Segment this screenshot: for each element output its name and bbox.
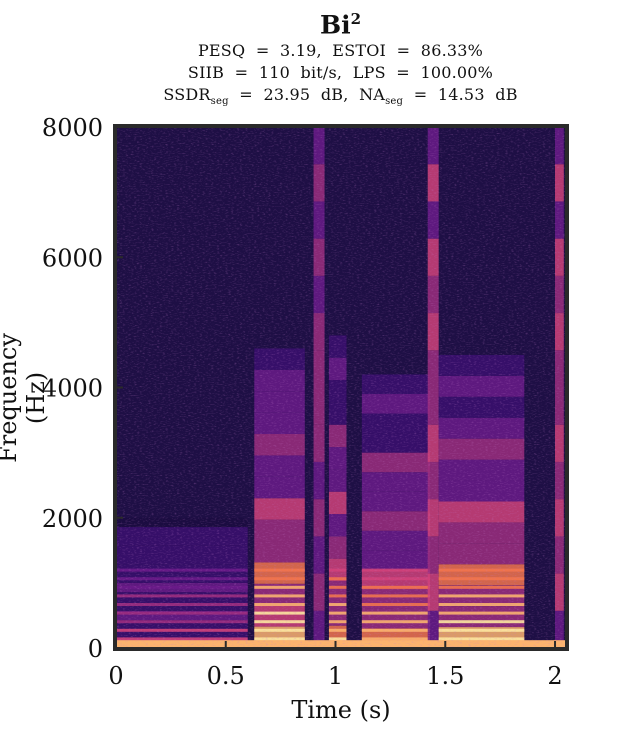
- x-axis-label: Time (s): [291, 696, 391, 724]
- x-tick-label: 1.5: [426, 662, 464, 690]
- metrics-line-2: SIIB = 110 bit/s, LPS = 100.00%: [187, 63, 494, 83]
- plot-frame: [113, 124, 569, 651]
- metrics-line-1: PESQ = 3.19, ESTOI = 86.33%: [197, 41, 484, 61]
- y-tick-label: 4000: [42, 375, 103, 403]
- y-axis-ticks: 0 2000 4000 6000 8000: [42, 114, 123, 663]
- noise-texture: [116, 127, 566, 648]
- x-tick-label: 2: [547, 662, 562, 690]
- metrics-line-3: SSDRseg = 23.95 dB, NAseg = 14.53 dB: [163, 85, 518, 108]
- y-tick-label: 6000: [42, 244, 103, 272]
- x-axis-ticks: 0 0.5 1 1.5 2: [108, 641, 563, 690]
- title-block: Bi2 PESQ = 3.19, ESTOI = 86.33% SIIB = 1…: [0, 4, 625, 114]
- y-tick-label: 2000: [42, 505, 103, 533]
- y-tick-label: 0: [88, 635, 103, 663]
- chart-title: Bi2: [319, 10, 362, 40]
- y-axis-label: Frequency (Hz): [0, 333, 50, 463]
- y-tick-label: 8000: [42, 114, 103, 142]
- title-superscript: 2: [350, 10, 362, 28]
- x-tick-label: 1: [328, 662, 343, 690]
- x-tick-label: 0: [108, 662, 123, 690]
- x-tick-label: 0.5: [207, 662, 245, 690]
